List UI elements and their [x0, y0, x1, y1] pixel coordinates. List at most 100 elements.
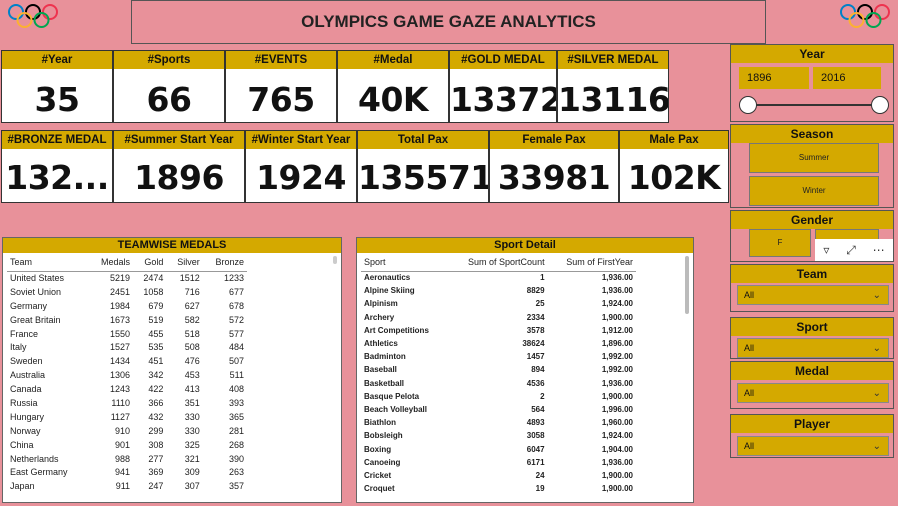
table-row[interactable]: Japan 911 247 307 357	[7, 479, 247, 493]
medal-count-cell: 453	[184, 370, 200, 381]
col-header-medals[interactable]: Medals	[101, 256, 131, 267]
col-header-sport[interactable]: Sport	[364, 256, 386, 267]
col-header-gold[interactable]: Gold	[144, 256, 164, 267]
table-row[interactable]: Hungary 1127 432 330 365	[7, 410, 247, 424]
season-option-winter[interactable]: Winter	[749, 176, 879, 206]
team-name-cell: China	[10, 439, 34, 450]
medal-count-cell: 716	[184, 286, 200, 297]
table-row[interactable]: Sweden 1434 451 476 507	[7, 354, 247, 368]
sport-dropdown[interactable]: All ⌄	[737, 338, 889, 358]
table-row[interactable]: Alpine Skiing 8829 1,936.00	[361, 284, 636, 297]
table-row[interactable]: Cricket 24 1,900.00	[361, 469, 636, 482]
kpi-label: #Medal	[338, 51, 448, 69]
table-row[interactable]: Australia 1306 342 453 511	[7, 368, 247, 382]
season-slicer: Season Summer Winter	[730, 124, 894, 208]
season-option-summer[interactable]: Summer	[749, 143, 879, 173]
col-header-sum-sportcount[interactable]: Sum of SportCount	[468, 256, 545, 267]
medal-count-cell: 268	[228, 439, 244, 450]
table-row[interactable]: Russia 1110 366 351 393	[7, 396, 247, 410]
medal-count-cell: 408	[228, 384, 244, 395]
medal-count-cell: 1058	[143, 286, 164, 297]
table-row[interactable]: Croquet 19 1,900.00	[361, 482, 636, 495]
kpi-events: #EVENTS 765	[225, 50, 337, 123]
chevron-down-icon: ⌄	[872, 343, 881, 354]
table-row[interactable]: Canada 1243 422 413 408	[7, 382, 247, 396]
table-row[interactable]: Great Britain 1673 519 582 572	[7, 313, 247, 327]
kpi-label: #BRONZE MEDAL	[2, 131, 112, 149]
table-row[interactable]: Boxing 6047 1,904.00	[361, 442, 636, 455]
sport-value-cell: 38624	[522, 339, 545, 349]
sport-value-cell: 1,900.00	[601, 470, 633, 480]
page-title: OLYMPICS GAME GAZE ANALYTICS	[301, 12, 596, 31]
kpi-value: 13372	[450, 80, 556, 119]
sport-value-cell: 2334	[526, 312, 545, 322]
year-slider-start-handle[interactable]	[739, 96, 757, 114]
col-header-bronze[interactable]: Bronze	[215, 256, 244, 267]
medal-count-cell: 325	[184, 439, 200, 450]
medal-dropdown[interactable]: All ⌄	[737, 383, 889, 403]
table-row[interactable]: Soviet Union 2451 1058 716 677	[7, 285, 247, 299]
sport-value-cell: 25	[535, 299, 545, 309]
kpi-value: 40K	[358, 80, 429, 119]
table-row[interactable]: Beach Volleyball 564 1,996.00	[361, 403, 636, 416]
medal-count-cell: 277	[148, 453, 164, 464]
year-from-input[interactable]: 1896	[739, 67, 809, 89]
table-row[interactable]: Biathlon 4893 1,960.00	[361, 416, 636, 429]
col-header-silver[interactable]: Silver	[177, 256, 200, 267]
table-scrollbar[interactable]	[333, 256, 337, 264]
table-row[interactable]: Norway 910 299 330 281	[7, 424, 247, 438]
kpi-label: #Sports	[114, 51, 224, 69]
sport-value-cell: 24	[535, 470, 545, 480]
filter-icon[interactable]: ▿	[823, 243, 830, 257]
medal-count-cell: 365	[228, 411, 244, 422]
table-row[interactable]: Netherlands 988 277 321 390	[7, 452, 247, 466]
year-slider-end-handle[interactable]	[871, 96, 889, 114]
sport-value-cell: 1,900.00	[601, 312, 633, 322]
table-row[interactable]: Basketball 4536 1,936.00	[361, 377, 636, 390]
kpi-label: #Summer Start Year	[114, 131, 244, 149]
chevron-down-icon: ⌄	[872, 441, 881, 452]
team-dropdown[interactable]: All ⌄	[737, 285, 889, 305]
table-row[interactable]: Canoeing 6171 1,936.00	[361, 456, 636, 469]
table-row[interactable]: Bobsleigh 3058 1,924.00	[361, 429, 636, 442]
medal-count-cell: 518	[184, 328, 200, 339]
table-row[interactable]: East Germany 941 369 309 263	[7, 465, 247, 479]
teamwise-medals-table: TEAMWISE MEDALS Team Medals Gold Silver …	[2, 237, 342, 503]
medal-count-cell: 330	[184, 425, 200, 436]
kpi-label: #EVENTS	[226, 51, 336, 69]
table-row[interactable]: Italy 1527 535 508 484	[7, 340, 247, 354]
year-slicer: Year 1896 2016	[730, 44, 894, 122]
table-row[interactable]: Badminton 1457 1,992.00	[361, 350, 636, 363]
player-dropdown[interactable]: All ⌄	[737, 436, 889, 456]
table-row[interactable]: France 1550 455 518 577	[7, 327, 247, 341]
medal-count-cell: 366	[148, 397, 164, 408]
year-to-input[interactable]: 2016	[813, 67, 881, 89]
medal-count-cell: 247	[148, 481, 164, 492]
table-row[interactable]: Aeronautics 1 1,936.00	[361, 271, 636, 284]
table-row[interactable]: China 901 308 325 268	[7, 438, 247, 452]
table-title: TEAMWISE MEDALS	[3, 238, 341, 253]
sport-name-cell: Cricket	[364, 470, 392, 480]
table-row[interactable]: Art Competitions 3578 1,912.00	[361, 324, 636, 337]
medal-count-cell: 535	[148, 342, 164, 353]
year-slider-track[interactable]	[745, 104, 879, 106]
kpi-label: #Year	[2, 51, 112, 69]
table-row[interactable]: Athletics 38624 1,896.00	[361, 337, 636, 350]
sport-name-cell: Croquet	[364, 484, 395, 494]
table-row[interactable]: Germany 1984 679 627 678	[7, 299, 247, 313]
more-options-icon[interactable]: ⋯	[872, 243, 885, 257]
table-row[interactable]: Alpinism 25 1,924.00	[361, 297, 636, 310]
table-row[interactable]: United States 5219 2474 1512 1233	[7, 271, 247, 285]
gender-option-f[interactable]: F	[749, 229, 811, 257]
visual-header-toolbar: ▿ ⤢ ⋯	[815, 239, 893, 261]
medal-count-cell: 342	[148, 370, 164, 381]
table-scrollbar[interactable]	[685, 256, 689, 314]
col-header-team[interactable]: Team	[10, 256, 33, 267]
focus-mode-icon[interactable]: ⤢	[846, 242, 856, 257]
col-header-sum-firstyear[interactable]: Sum of FirstYear	[566, 256, 633, 267]
table-row[interactable]: Baseball 894 1,992.00	[361, 363, 636, 376]
table-row[interactable]: Basque Pelota 2 1,900.00	[361, 390, 636, 403]
table-row[interactable]: Archery 2334 1,900.00	[361, 311, 636, 324]
medal-count-cell: 351	[184, 397, 200, 408]
chevron-down-icon: ⌄	[872, 290, 881, 301]
